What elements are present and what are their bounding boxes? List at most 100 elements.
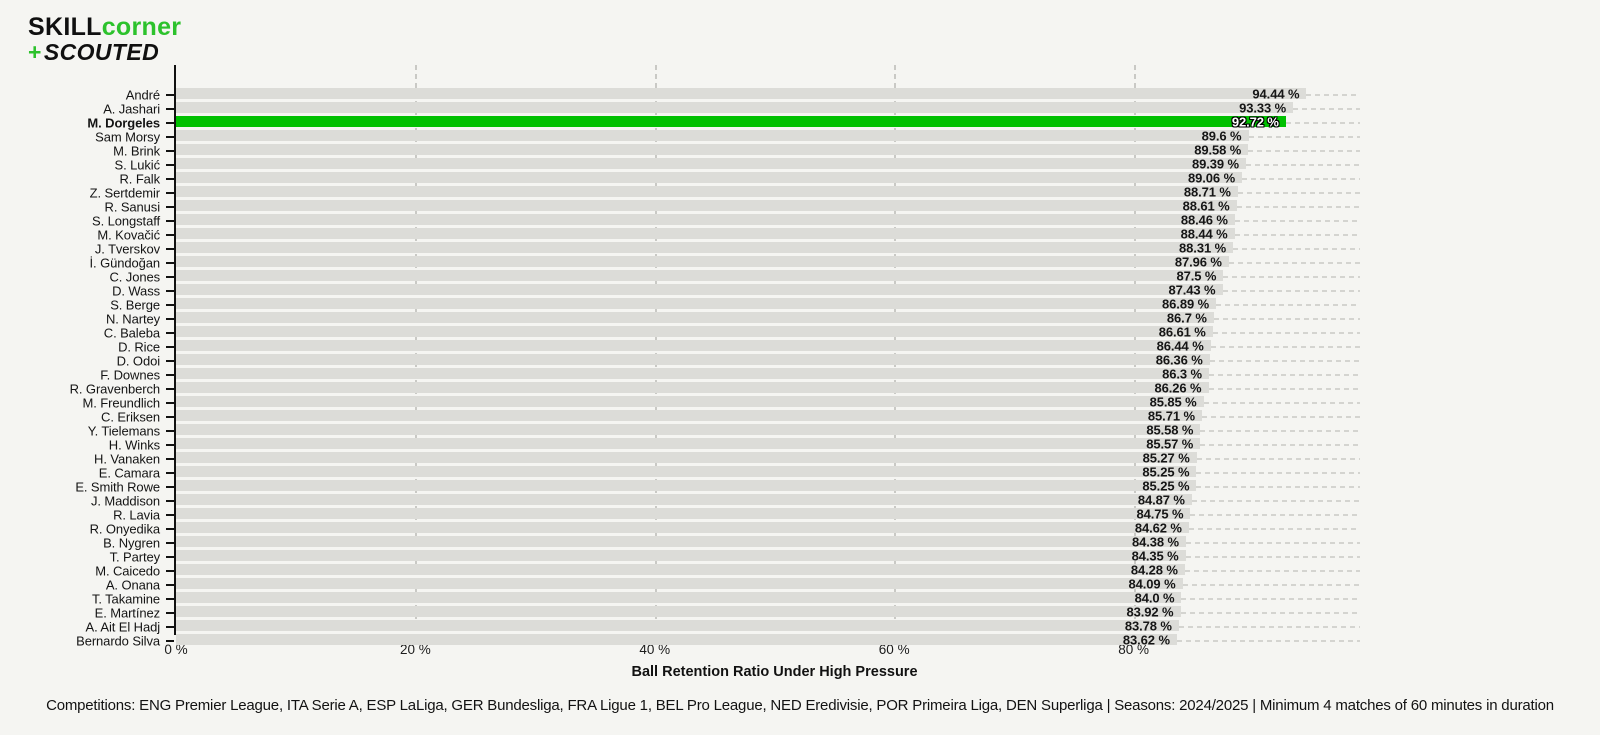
retention-bar: 92.72 % [176,114,1286,129]
bar-row: D. Odoi 86.36 % [117,352,1373,368]
horizontal-bar-chart: André 94.44 % A. Jashari 93.33 % M. Dorgeles… [70,65,1373,680]
leader-dashes [1242,177,1360,180]
value-label: 88.61 % [1182,198,1230,213]
player-name-label: Z. Sertdemir [89,185,160,200]
x-tick-label: 20 % [400,642,431,657]
bar-row: R. Lavia 84.75 % [113,506,1373,522]
player-name-label: T. Partey [109,549,161,564]
y-axis-tick [166,513,174,516]
player-name-label: E. Martínez [94,605,160,620]
y-axis-tick [166,149,174,152]
retention-bar: 88.71 % [176,184,1238,199]
retention-bar: 94.44 % [176,86,1307,101]
retention-bar: 89.39 % [176,156,1246,171]
leader-dashes [1191,499,1360,502]
retention-bar: 89.58 % [176,142,1249,157]
bar-row: C. Jones 87.5 % [109,268,1373,284]
value-label: 84.09 % [1128,576,1176,591]
retention-bar: 88.31 % [176,240,1234,255]
retention-bar: 84.75 % [176,506,1191,521]
x-tick-label: 80 % [1118,642,1149,657]
bar-row: M. Dorgeles 92.72 % [87,114,1373,130]
logo-skill-text: SKILL [28,13,102,41]
leader-dashes [1236,205,1360,208]
leader-dashes [1200,429,1360,432]
value-label: 87.96 % [1174,254,1222,269]
skillcorner-wordmark: SKILLcorner [28,14,181,40]
x-tick-label: 40 % [639,642,671,657]
bar-row: Z. Sertdemir 88.71 % [90,184,1373,200]
player-name-label: H. Vanaken [94,451,160,466]
value-label: 84.38 % [1132,534,1180,549]
bar-row: F. Downes 86.3 % [100,366,1373,382]
bar-row: D. Rice 86.44 % [118,338,1373,354]
y-axis-tick [166,485,174,488]
bar-row: J. Tverskov 88.31 % [95,240,1373,256]
player-name-label: A. Onana [105,577,160,592]
player-name-label: André [125,87,160,102]
leader-dashes [1245,163,1360,166]
player-name-label: Y. Tielemans [87,423,160,438]
leader-dashes [1212,331,1360,334]
bar-row: C. Baleba 86.61 % [104,324,1373,340]
y-axis-line [174,65,176,635]
bar-row: R. Sanusi 88.61 % [105,198,1373,214]
y-axis-tick [166,359,174,362]
value-label: 85.71 % [1147,408,1195,423]
bar-row: R. Falk 89.06 % [120,170,1373,186]
y-axis-tick [166,331,174,334]
leader-dashes [1213,317,1360,320]
value-label: 84.0 % [1134,590,1175,605]
value-label: 83.62 % [1122,632,1170,647]
player-name-label: R. Onyedika [89,521,161,536]
bar-row: Bernardo Silva 83.62 % [76,632,1373,648]
leader-dashes [1185,555,1360,558]
bar-row: E. Smith Rowe 85.25 % [75,478,1373,494]
leader-dashes [1216,303,1360,306]
leader-dashes [1248,149,1360,152]
retention-bar: 86.89 % [176,296,1217,311]
player-name-label: A. Jashari [103,101,160,116]
player-name-label: R. Falk [119,171,161,186]
retention-bar: 88.44 % [176,226,1235,241]
bar-row: A. Jashari 93.33 % [103,100,1373,116]
y-axis-tick [166,401,174,404]
player-name-label: S. Longstaff [92,213,160,228]
value-label: 88.46 % [1180,212,1228,227]
value-label: 92.72 % [1231,114,1279,129]
leader-dashes [1196,457,1360,460]
y-axis-tick [166,247,174,250]
value-label: 86.36 % [1155,352,1203,367]
player-name-label: İ. Gündoğan [89,255,161,270]
retention-bar: 86.36 % [176,352,1210,367]
y-axis-tick [166,373,174,376]
value-label: 84.28 % [1130,562,1178,577]
retention-bar: 83.92 % [176,604,1181,619]
retention-bar: 87.96 % [176,254,1229,269]
player-name-label: C. Baleba [103,325,160,340]
chart-footnote: Competitions: ENG Premier League, ITA Se… [46,697,1554,714]
leader-dashes [1209,359,1360,362]
retention-bar: 85.57 % [176,436,1201,451]
player-name-label: C. Eriksen [101,409,160,424]
value-label: 89.6 % [1201,128,1242,143]
bar-row: D. Wass 87.43 % [112,282,1373,298]
value-label: 83.92 % [1126,604,1174,619]
player-name-label: J. Tverskov [94,241,160,256]
y-axis-tick [166,317,174,320]
y-axis-tick [166,625,174,628]
retention-bar: 85.71 % [176,408,1202,423]
player-name-label: J. Maddison [91,493,160,508]
y-axis-tick [166,177,174,180]
player-name-label: S. Lukić [114,157,161,172]
leader-dashes [1176,639,1360,642]
value-label: 85.25 % [1142,478,1190,493]
retention-bar: 85.25 % [176,478,1197,493]
retention-bar: 84.09 % [176,576,1183,591]
player-name-label: R. Sanusi [104,199,161,214]
player-name-label: M. Kovačić [97,227,160,242]
logo-corner-text: corner [101,13,182,41]
leader-dashes [1228,261,1360,264]
value-label: 85.57 % [1146,436,1194,451]
player-name-label: B. Nygren [103,535,160,550]
